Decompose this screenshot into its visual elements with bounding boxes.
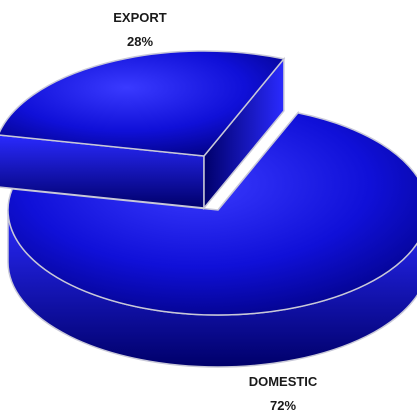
slice-export-value-label: 28% bbox=[127, 34, 153, 49]
slice-export-label: EXPORT bbox=[113, 10, 167, 25]
slice-domestic bbox=[7, 110, 417, 368]
slice-export-top bbox=[0, 50, 286, 157]
slice-domestic-top bbox=[7, 112, 417, 316]
slice-export bbox=[0, 50, 286, 211]
slice-domestic-label: DOMESTIC bbox=[249, 374, 318, 389]
slice-domestic-value-label: 72% bbox=[270, 398, 296, 413]
